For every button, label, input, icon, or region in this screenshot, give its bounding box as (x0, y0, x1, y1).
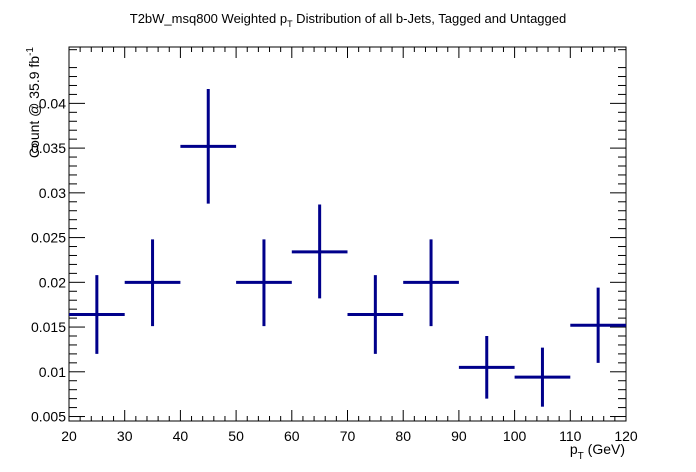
y-axis-label: Count @ 35.9 fb-1 (25, 47, 42, 159)
y-tick-label: 0.005 (31, 409, 66, 425)
data-point (291, 204, 348, 299)
x-tick-label: 120 (614, 428, 638, 444)
data-point (403, 239, 459, 327)
x-axis-label-pre: p (570, 441, 578, 457)
data-point (69, 275, 125, 354)
data-point (180, 89, 237, 204)
chart-title: T2bW_msq800 Weighted pT Distribution of … (130, 11, 566, 29)
y-tick-label: 0.035 (31, 140, 66, 156)
data-point (514, 347, 571, 407)
y-tick-label: 0.02 (39, 274, 66, 290)
x-tick-label: 110 (559, 428, 582, 444)
x-tick-label: 50 (228, 428, 244, 444)
chart-title-post: Distribution of all b-Jets, Tagged and U… (293, 11, 567, 26)
y-axis-ticks: 0.005 0.01 0.015 0.02 0.025 0.03 0.035 0.04 (31, 49, 626, 425)
y-axis-label-sup: -1 (25, 47, 36, 56)
chart-title-sub: T (287, 19, 293, 29)
data-point (570, 287, 626, 363)
data-point (124, 239, 181, 327)
x-axis-label: pT (GeV) (570, 441, 625, 462)
x-axis-label-post: (GeV) (584, 441, 625, 457)
chart-title-pre: T2bW_msq800 Weighted p (130, 11, 287, 26)
x-tick-label: 70 (340, 428, 356, 444)
data-points (69, 89, 626, 407)
y-axis-label-pre: Count @ 35.9 fb (26, 56, 42, 158)
x-tick-label: 20 (61, 428, 77, 444)
data-point (236, 239, 292, 327)
x-tick-label: 30 (117, 428, 133, 444)
x-tick-label: 60 (284, 428, 300, 444)
y-tick-label: 0.01 (39, 364, 66, 380)
x-tick-label: 40 (173, 428, 189, 444)
x-tick-label: 100 (503, 428, 527, 444)
x-axis-ticks: 20 30 40 50 60 70 80 90 100 110 120 (61, 47, 638, 444)
x-tick-label: 90 (451, 428, 467, 444)
data-point (347, 275, 404, 354)
y-tick-label: 0.015 (31, 319, 66, 335)
y-tick-label: 0.04 (39, 95, 66, 111)
x-tick-label: 80 (395, 428, 411, 444)
data-point (458, 336, 515, 399)
y-tick-label: 0.025 (31, 230, 66, 246)
x-axis-label-sub: T (578, 451, 584, 462)
y-tick-label: 0.03 (39, 185, 66, 201)
